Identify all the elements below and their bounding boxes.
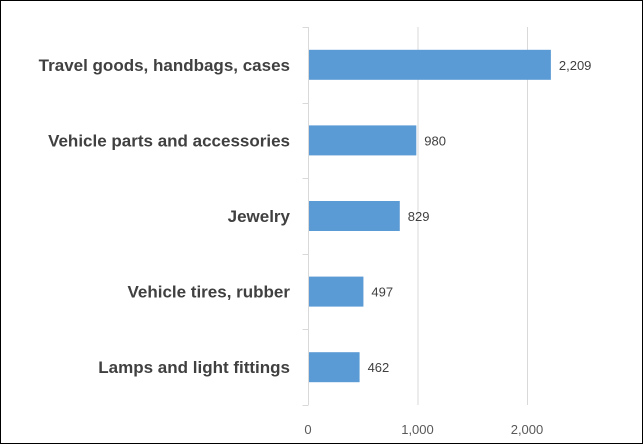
x-tick-label: 1,000 [401,422,434,437]
category-label: Lamps and light fittings [98,358,290,377]
category-axis [302,27,309,406]
category-label: Vehicle tires, rubber [127,283,290,302]
bars [309,49,551,383]
data-label: 462 [368,360,390,375]
bar [309,352,360,383]
bar [309,276,364,307]
data-label: 2,209 [559,58,592,73]
category-label: Vehicle parts and accessories [48,131,290,150]
data-label: 497 [371,285,393,300]
bar [309,125,417,156]
data-label: 829 [408,209,430,224]
gridlines [417,27,528,405]
x-tick-label: 2,000 [511,422,544,437]
bar [309,49,551,80]
labels: Travel goods, handbags, cases 2,209 Vehicl… [39,56,592,437]
x-tick-label: 0 [304,422,311,437]
category-label: Jewelry [228,207,291,226]
bar [309,201,400,231]
data-label: 980 [424,133,446,148]
category-label: Travel goods, handbags, cases [39,56,290,75]
